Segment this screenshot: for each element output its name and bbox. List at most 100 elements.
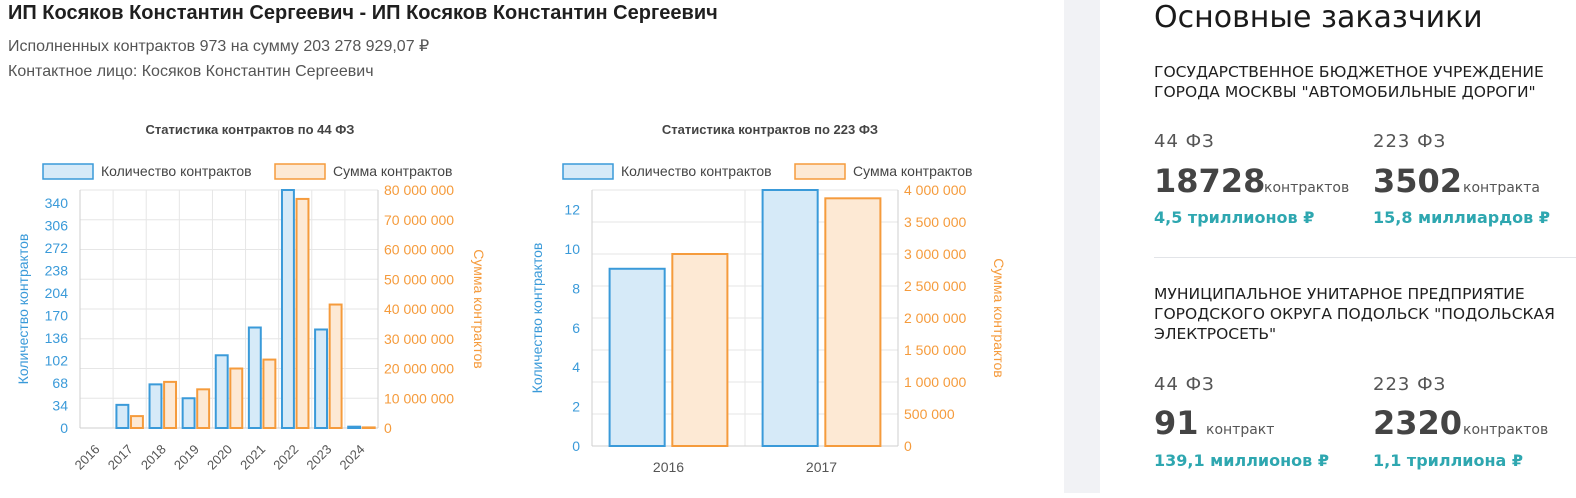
y-tick-label: 2 <box>572 399 580 415</box>
y2-tick-label: 2 000 000 <box>904 310 966 326</box>
y-tick-label: 136 <box>45 330 69 346</box>
y2-tick-label: 50 000 000 <box>384 271 454 287</box>
x-tick-label: 2019 <box>171 442 202 473</box>
y-tick-label: 0 <box>572 438 580 454</box>
law-223-unit: контрактов <box>1463 422 1549 438</box>
supplier-panel: ИП Косяков Константин Сергеевич - ИП Кос… <box>8 2 1028 493</box>
y2-tick-label: 500 000 <box>904 406 955 422</box>
x-tick-label: 2017 <box>806 459 837 475</box>
y-tick-label: 102 <box>45 353 69 369</box>
legend-label-count: Количество контрактов <box>101 163 252 179</box>
law-44-unit: контракт <box>1206 422 1275 438</box>
y-tick-label: 4 <box>572 359 580 375</box>
law-223-unit: контракта <box>1463 180 1540 196</box>
bar-count <box>148 383 163 430</box>
chart-223fz-svg: Статистика контрактов по 223 ФЗ Количеств… <box>529 122 1007 475</box>
x-tick-label: 2016 <box>653 459 684 475</box>
bar-sum <box>361 426 376 429</box>
y-tick-label: 340 <box>45 195 69 211</box>
x-tick-label: 2018 <box>138 442 169 473</box>
law-223-count: 2320 <box>1373 404 1463 442</box>
law-44-sum: 4,5 триллионов ₽ <box>1154 208 1315 227</box>
y-tick-label: 306 <box>45 218 69 234</box>
law-223-label: 223 ФЗ <box>1373 131 1447 152</box>
chart-title: Статистика контрактов по 44 ФЗ <box>146 122 355 137</box>
legend-label-sum: Сумма контрактов <box>333 163 452 179</box>
bar-sum <box>328 303 343 430</box>
law-44-label: 44 ФЗ <box>1154 131 1215 152</box>
bar-count <box>761 189 819 447</box>
bar-count <box>280 189 295 429</box>
y-tick-label: 204 <box>45 285 69 301</box>
y2-tick-label: 40 000 000 <box>384 301 454 317</box>
x-tick-label: 2021 <box>237 442 268 473</box>
y2-tick-label: 0 <box>904 438 912 454</box>
y-axis-title: Количество контрактов <box>15 234 31 385</box>
legend-label-sum: Сумма контрактов <box>853 163 972 179</box>
customer-divider <box>1154 257 1576 258</box>
bar-sum <box>129 415 144 430</box>
y-tick-label: 6 <box>572 320 580 336</box>
bar-count <box>181 397 196 429</box>
x-tick-label: 2017 <box>105 442 136 473</box>
y-tick-label: 238 <box>45 263 69 279</box>
law-223-count: 3502 <box>1373 162 1463 200</box>
bar-sum <box>824 197 882 447</box>
chart-44fz-svg: Статистика контрактов по 44 ФЗ Количество… <box>15 122 487 473</box>
bar-count <box>115 403 130 430</box>
bar-sum <box>163 380 178 430</box>
x-tick-label: 2024 <box>337 442 368 473</box>
y-axis-title: Количество контрактов <box>529 243 545 394</box>
x-tick-label: 2016 <box>72 442 103 473</box>
y2-tick-label: 60 000 000 <box>384 242 454 258</box>
law-44-unit: контрактов <box>1264 180 1350 196</box>
law-223-sum: 15,8 миллиардов ₽ <box>1373 208 1550 227</box>
x-tick-label: 2023 <box>303 442 334 473</box>
y2-axis-title: Сумма контрактов <box>471 249 487 368</box>
y-tick-label: 12 <box>564 202 580 218</box>
panel-gutter <box>1064 0 1100 493</box>
y-tick-label: 272 <box>45 240 69 256</box>
y2-tick-label: 10 000 000 <box>384 390 454 406</box>
bar-count <box>214 354 229 429</box>
chart-44fz: Статистика контрактов по 44 ФЗ Количество… <box>8 112 508 493</box>
x-tick-label: 2022 <box>270 442 301 473</box>
bar-sum <box>229 367 244 429</box>
y2-tick-label: 3 500 000 <box>904 214 966 230</box>
contact-person: Контактное лицо: Косяков Константин Серг… <box>8 63 374 80</box>
contracts-summary: Исполненных контрактов 973 на сумму 203 … <box>8 38 430 55</box>
chart-223fz: Статистика контрактов по 223 ФЗ Количеств… <box>528 112 1028 493</box>
page-title: ИП Косяков Константин Сергеевич - ИП Кос… <box>8 2 718 24</box>
y2-tick-label: 3 000 000 <box>904 246 966 262</box>
y2-axis-title: Сумма контрактов <box>991 258 1007 377</box>
legend-swatch-count <box>562 163 614 180</box>
bar-count <box>247 326 262 429</box>
y-tick-label: 8 <box>572 280 580 296</box>
y2-tick-label: 80 000 000 <box>384 182 454 198</box>
legend-label-count: Количество контрактов <box>621 163 772 179</box>
bar-sum <box>671 253 729 447</box>
y-tick-label: 68 <box>52 375 68 391</box>
bar-sum <box>295 197 310 429</box>
x-tick-label: 2020 <box>204 442 235 473</box>
customers-title: Основные заказчики <box>1154 0 1483 35</box>
bar-sum <box>262 358 277 429</box>
customer-name[interactable]: МУНИЦИПАЛЬНОЕ УНИТАРНОЕ ПРЕДПРИЯТИЕ ГОРО… <box>1154 285 1555 343</box>
law-223-label: 223 ФЗ <box>1373 374 1447 395</box>
y-tick-label: 0 <box>60 420 68 436</box>
legend-swatch-count <box>42 163 94 180</box>
y2-tick-label: 2 500 000 <box>904 278 966 294</box>
law-44-sum: 139,1 миллионов ₽ <box>1154 451 1329 470</box>
law-44-label: 44 ФЗ <box>1154 374 1215 395</box>
law-44-count: 91 <box>1154 404 1199 442</box>
y-tick-label: 170 <box>45 308 69 324</box>
y2-tick-label: 4 000 000 <box>904 182 966 198</box>
bar-count <box>608 267 666 447</box>
y2-tick-label: 30 000 000 <box>384 331 454 347</box>
legend-swatch-sum <box>274 163 326 180</box>
chart-title: Статистика контрактов по 223 ФЗ <box>662 122 878 137</box>
customer-name[interactable]: ГОСУДАРСТВЕННОЕ БЮДЖЕТНОЕ УЧРЕЖДЕНИЕ ГОР… <box>1154 63 1544 101</box>
y2-tick-label: 1 500 000 <box>904 342 966 358</box>
bar-count <box>314 328 329 429</box>
bar-count <box>347 425 362 429</box>
